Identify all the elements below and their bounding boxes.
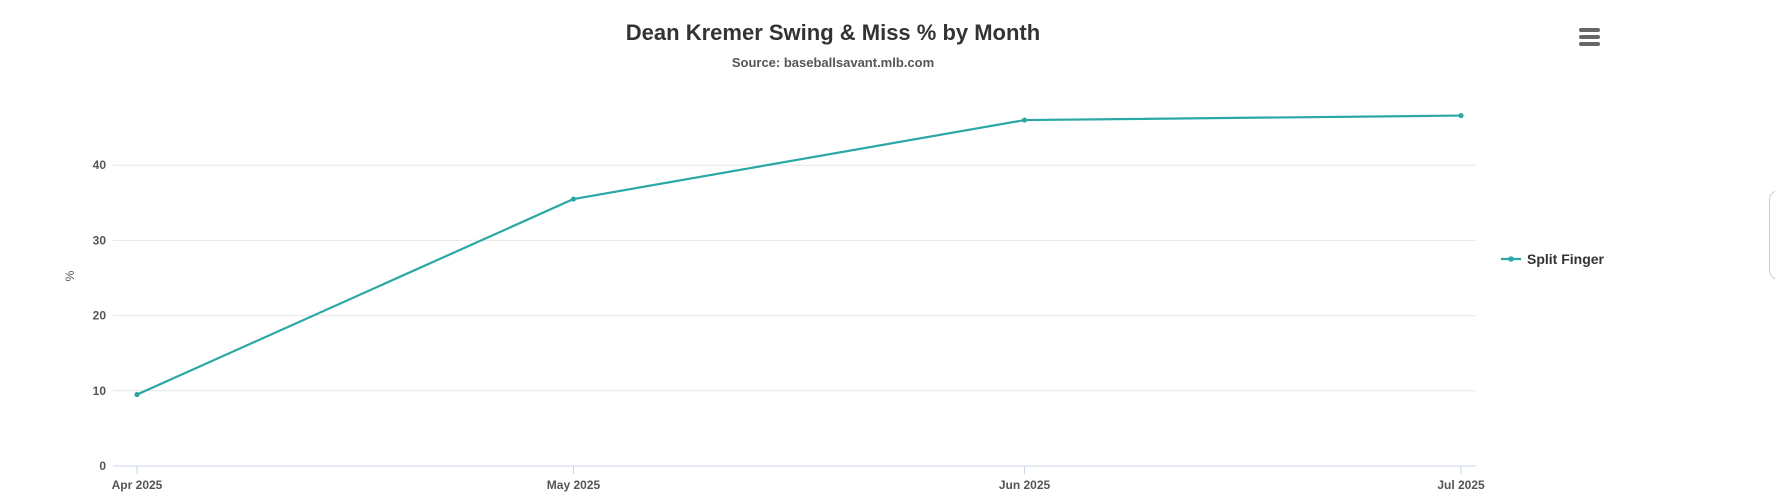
y-gridlines bbox=[113, 164, 1476, 392]
y-tick-label: 20 bbox=[93, 309, 107, 323]
series-line[interactable] bbox=[135, 114, 1463, 396]
side-panel-handle[interactable] bbox=[1769, 190, 1775, 280]
chart-menu-button[interactable] bbox=[1578, 26, 1602, 48]
y-axis-label: % bbox=[63, 270, 77, 281]
y-axis-ticks: 0 10 20 30 40 bbox=[93, 158, 107, 473]
legend[interactable]: Split Finger bbox=[1501, 251, 1605, 267]
legend-item-label[interactable]: Split Finger bbox=[1527, 251, 1605, 267]
data-point[interactable] bbox=[1021, 117, 1028, 123]
chart-subtitle: Source: baseballsavant.mlb.com bbox=[732, 55, 934, 70]
x-axis: Apr 2025 May 2025 Jun 2025 Jul 2025 bbox=[112, 465, 1485, 492]
data-point[interactable] bbox=[570, 196, 577, 202]
x-tick-label: May 2025 bbox=[547, 478, 601, 492]
legend-point-marker bbox=[1508, 256, 1514, 262]
y-tick-label: 10 bbox=[93, 384, 107, 398]
y-tick-label: 0 bbox=[99, 459, 106, 473]
y-tick-label: 30 bbox=[93, 233, 107, 247]
chart-title: Dean Kremer Swing & Miss % by Month bbox=[626, 20, 1040, 45]
x-tick-label: Apr 2025 bbox=[112, 478, 163, 492]
x-tick-label: Jun 2025 bbox=[999, 478, 1051, 492]
y-tick-label: 40 bbox=[93, 158, 107, 172]
data-point[interactable] bbox=[134, 391, 140, 398]
x-tick-label: Jul 2025 bbox=[1437, 478, 1485, 492]
data-point[interactable] bbox=[1458, 112, 1464, 119]
series-lines bbox=[134, 112, 1464, 398]
